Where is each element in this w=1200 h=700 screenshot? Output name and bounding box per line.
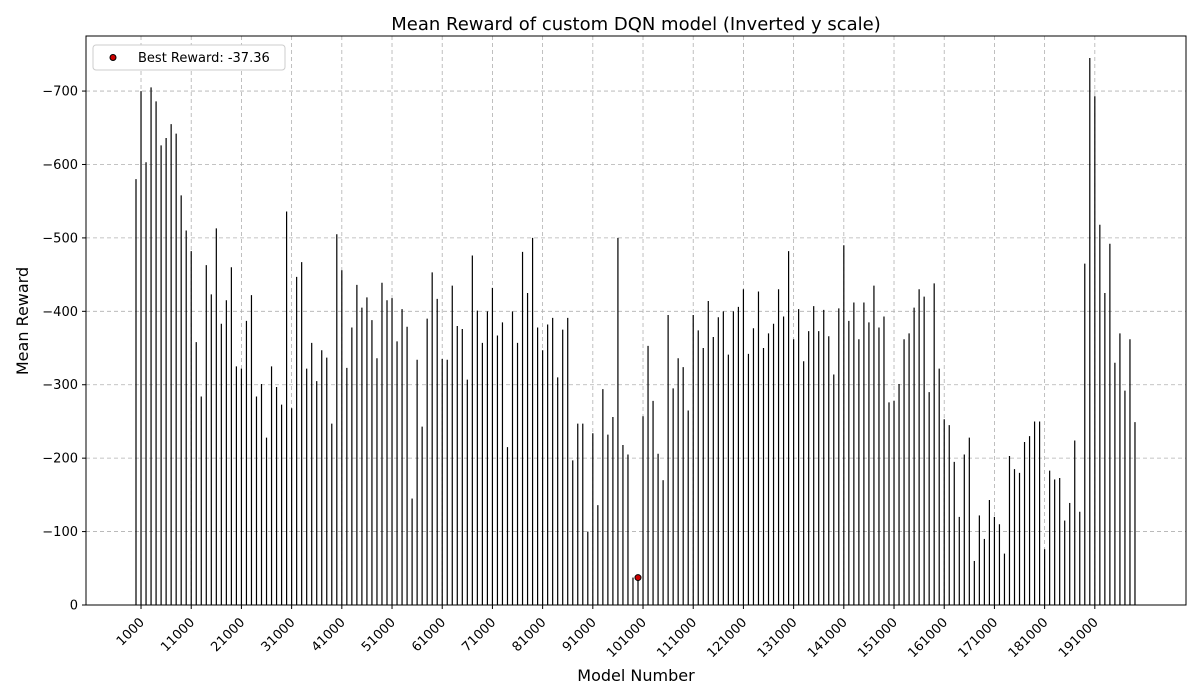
x-tick-label: 81000 <box>510 615 550 655</box>
x-tick-label: 41000 <box>309 615 349 655</box>
legend-box <box>92 44 286 71</box>
x-tick-label: 101000 <box>604 615 650 661</box>
y-tick-label: −100 <box>42 525 78 540</box>
x-tick-label: 121000 <box>705 615 751 661</box>
x-tick-label: 61000 <box>409 615 449 655</box>
x-tick-label: 51000 <box>359 615 399 655</box>
y-tick-label: −500 <box>42 231 78 246</box>
y-tick-label: −400 <box>42 305 78 320</box>
legend: Best Reward: -37.36 <box>92 44 286 71</box>
y-tick-label: −700 <box>42 85 78 100</box>
x-axis-label: Model Number <box>577 666 695 685</box>
x-tick-label: 111000 <box>654 615 700 661</box>
x-tick-label: 161000 <box>905 615 951 661</box>
x-tick-label: 151000 <box>855 615 901 661</box>
best-reward-marker <box>634 574 642 582</box>
x-tick-label: 11000 <box>158 615 198 655</box>
x-tick-label: 71000 <box>459 615 499 655</box>
best-reward-point <box>634 574 642 582</box>
x-tick-label: 1000 <box>114 615 148 649</box>
bars <box>135 58 1136 605</box>
y-axis-ticks: 0 −100 −200 −300 −400 −500 −600 −700 <box>42 85 86 614</box>
x-tick-label: 31000 <box>259 615 299 655</box>
chart-title: Mean Reward of custom DQN model (Inverte… <box>391 14 881 35</box>
y-axis-label: Mean Reward <box>13 267 32 375</box>
plot-frame <box>85 35 1187 606</box>
legend-label: Best Reward: -37.36 <box>138 51 270 66</box>
x-tick-label: 91000 <box>560 615 600 655</box>
x-tick-label: 21000 <box>208 615 248 655</box>
x-tick-label: 141000 <box>805 615 851 661</box>
y-tick-label: 0 <box>70 599 78 614</box>
x-axis-ticks: 1000 11000 21000 31000 41000 51000 61000 71000 8… <box>114 605 1102 661</box>
x-tick-label: 131000 <box>755 615 801 661</box>
y-tick-label: −200 <box>42 452 78 467</box>
x-tick-label: 191000 <box>1056 615 1102 661</box>
x-tick-label: 181000 <box>1006 615 1052 661</box>
y-tick-label: −600 <box>42 158 78 173</box>
x-tick-label: 171000 <box>956 615 1002 661</box>
legend-marker <box>109 54 117 61</box>
y-tick-label: −300 <box>42 378 78 393</box>
